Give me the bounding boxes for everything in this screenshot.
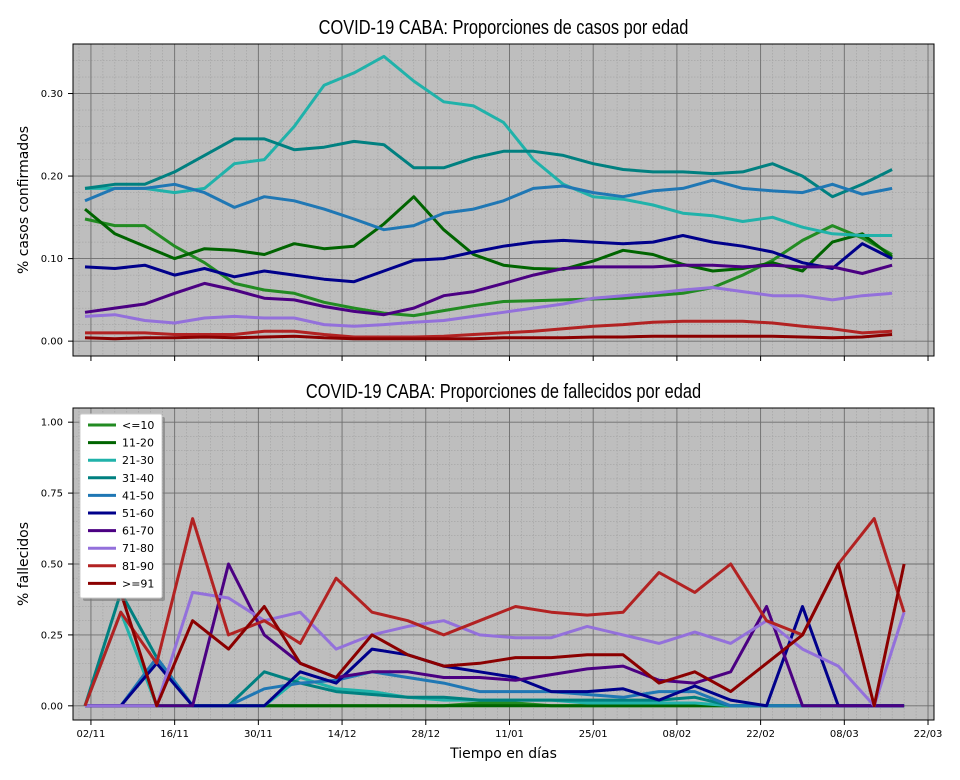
x-tick-label: 16/11 xyxy=(160,729,189,740)
x-tick-label: 02/11 xyxy=(77,729,106,740)
series-line-81-90 xyxy=(85,319,893,339)
y-tick-label: 0.75 xyxy=(41,489,63,500)
series-line-71-80 xyxy=(85,590,906,708)
legend-label: 51-60 xyxy=(122,507,154,520)
legend-label: >=91 xyxy=(122,577,154,590)
y-tick-label: 0.00 xyxy=(41,337,63,348)
x-tick-label: 08/02 xyxy=(662,729,691,740)
x-tick-label: 08/03 xyxy=(830,729,859,740)
cases-panel: 0.00 0.10 0.20 0.30 COVID-19 CABA: Proporcio… xyxy=(16,15,935,361)
x-tick-label: 28/12 xyxy=(411,729,440,740)
y-tick-label: 0.50 xyxy=(41,560,63,571)
x-tick-label: 11/01 xyxy=(495,729,524,740)
y-tick-label: 1.00 xyxy=(41,418,63,429)
series-line-51-60 xyxy=(85,605,905,708)
major-grid xyxy=(73,408,934,720)
x-axis-label: Tiempo en días xyxy=(449,746,557,762)
legend-label: 21-30 xyxy=(122,454,154,467)
legend-label: <=10 xyxy=(122,419,154,432)
deaths-panel: 02/11 16/11 30/11 14/12 28/12 11/01 25/01 08/02… xyxy=(16,379,942,762)
x-tick-label: 25/01 xyxy=(579,729,608,740)
y-axis-label: % fallecidos xyxy=(16,522,32,606)
y-tick-label: 0.00 xyxy=(41,701,63,712)
x-tick-label: 22/02 xyxy=(746,729,775,740)
y-tick-label: 0.30 xyxy=(41,89,63,100)
legend-label: 11-20 xyxy=(122,437,154,450)
major-grid xyxy=(73,44,934,356)
legend-label: 71-80 xyxy=(122,542,154,555)
plot-frame xyxy=(72,43,935,357)
y-axis-label: % casos confirmados xyxy=(16,126,32,274)
y-tick-label: 0.10 xyxy=(41,254,63,265)
series-line-51-60 xyxy=(84,234,893,284)
series-lines xyxy=(84,54,894,341)
series-line-61-70 xyxy=(84,263,893,317)
legend-label: 31-40 xyxy=(122,472,154,485)
series-line-41-50 xyxy=(84,178,893,232)
chart-title: COVID-19 CABA: Proporciones de casos por… xyxy=(319,15,689,38)
series-lines xyxy=(83,517,906,708)
legend-label: 81-90 xyxy=(122,560,154,573)
x-tick-label: 14/12 xyxy=(328,729,357,740)
series-line-71-80 xyxy=(84,286,893,328)
legend-label: 41-50 xyxy=(122,489,154,502)
x-tick-label: 30/11 xyxy=(244,729,273,740)
series-line-91 xyxy=(84,333,893,341)
series-line-81-90 xyxy=(83,517,906,707)
series-line-91 xyxy=(84,562,906,708)
series-line-31-40 xyxy=(84,137,893,199)
y-tick-label: 0.25 xyxy=(41,630,63,641)
legend: <=10 11-20 21-30 31-40 41-50 51-60 61-70 71-80 8… xyxy=(79,413,165,601)
y-tick-label: 0.20 xyxy=(41,172,63,183)
x-tick-label: 22/03 xyxy=(914,729,943,740)
chart-title: COVID-19 CABA: Proporciones de fallecido… xyxy=(306,379,701,402)
legend-label: 61-70 xyxy=(122,525,154,538)
series-line-21-30 xyxy=(85,54,893,237)
